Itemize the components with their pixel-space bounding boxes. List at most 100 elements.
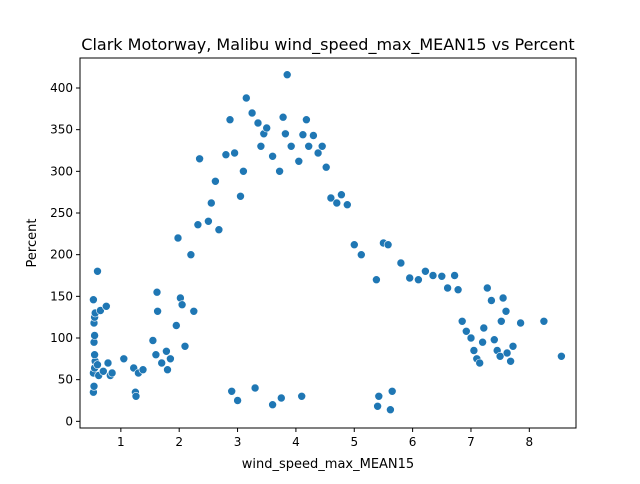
data-point (373, 401, 382, 411)
data-point (89, 381, 99, 391)
data-point (151, 350, 161, 360)
data-point (309, 131, 318, 140)
data-point (475, 358, 485, 368)
data-point (162, 346, 171, 356)
data-point (256, 142, 266, 151)
data-point (247, 108, 257, 118)
data-point (286, 142, 296, 151)
data-point (211, 177, 220, 186)
data-point (508, 341, 518, 351)
data-point (278, 112, 288, 122)
x-tick-label: 2 (175, 435, 183, 449)
y-tick-label: 0 (65, 414, 73, 428)
data-point (501, 306, 511, 316)
data-point (195, 154, 204, 164)
data-point (103, 358, 113, 368)
x-axis: 1 2 3 4 5 6 7 8 (117, 428, 533, 449)
data-point (275, 167, 284, 176)
data-point (326, 193, 336, 203)
x-tick-label: 3 (234, 435, 242, 449)
y-tick-label: 150 (50, 289, 73, 303)
data-point (317, 142, 327, 151)
data-point (250, 383, 260, 393)
x-axis-label: wind_speed_max_MEAN15 (242, 457, 414, 472)
x-tick-label: 5 (350, 435, 358, 449)
data-point (302, 115, 311, 124)
data-point (242, 93, 251, 103)
plot-frame (79, 57, 577, 429)
chart-title: Clark Motorway, Malibu wind_speed_max_ME… (81, 35, 574, 55)
data-point (386, 405, 395, 415)
data-point (180, 341, 190, 351)
data-point (495, 351, 505, 361)
data-point (453, 285, 463, 295)
data-point (396, 258, 406, 268)
data-point (405, 273, 415, 283)
data-point (153, 306, 162, 316)
data-point (349, 240, 359, 249)
data-point (437, 271, 447, 281)
data-point (131, 391, 141, 401)
data-point (479, 323, 489, 333)
y-tick-label: 50 (58, 373, 73, 387)
data-point (166, 354, 175, 364)
data-point (298, 130, 308, 139)
data-point (557, 351, 566, 361)
data-point (282, 70, 292, 79)
data-point (506, 356, 515, 366)
data-point (482, 283, 492, 293)
data-point (230, 148, 239, 158)
data-point (428, 271, 438, 280)
data-point (177, 300, 187, 310)
data-point (96, 306, 105, 315)
data-point (313, 148, 323, 158)
data-point (281, 129, 290, 139)
data-point (186, 250, 196, 259)
data-point (189, 306, 199, 316)
y-tick-label: 100 (50, 331, 73, 345)
data-point (90, 350, 99, 360)
data-point (148, 336, 158, 345)
data-point (443, 283, 452, 293)
data-point (173, 233, 183, 243)
data-point (276, 393, 286, 403)
data-point (119, 354, 129, 364)
y-tick-label: 400 (50, 81, 73, 95)
data-point (138, 365, 148, 375)
data-point (457, 316, 467, 326)
data-point (233, 396, 242, 405)
data-point (414, 275, 423, 285)
x-tick-label: 6 (409, 435, 417, 449)
data-point (93, 360, 102, 370)
data-point (204, 217, 213, 226)
y-tick-label: 350 (50, 123, 73, 137)
data-point (294, 157, 304, 166)
data-point (450, 271, 459, 280)
data-point (461, 326, 471, 336)
data-point (387, 386, 397, 396)
x-tick-label: 1 (117, 435, 125, 449)
data-point (489, 335, 499, 345)
x-tick-label: 8 (525, 435, 533, 449)
data-point (227, 386, 236, 396)
y-tick-label: 300 (50, 164, 73, 178)
data-point (502, 348, 512, 358)
x-tick-label: 7 (467, 435, 475, 449)
data-point (157, 358, 166, 368)
y-axis-label: Percent (25, 219, 40, 268)
data-point (163, 365, 172, 375)
data-point (478, 337, 487, 347)
data-point (383, 240, 393, 249)
y-tick-label: 250 (50, 206, 73, 220)
data-point (342, 200, 352, 209)
data-point (466, 333, 476, 343)
data-point (487, 296, 496, 305)
data-point (207, 198, 216, 208)
data-point (496, 316, 506, 326)
data-point (337, 190, 346, 199)
data-point (236, 192, 245, 201)
data-point (253, 118, 263, 128)
data-point (262, 123, 272, 133)
data-point (516, 318, 525, 328)
